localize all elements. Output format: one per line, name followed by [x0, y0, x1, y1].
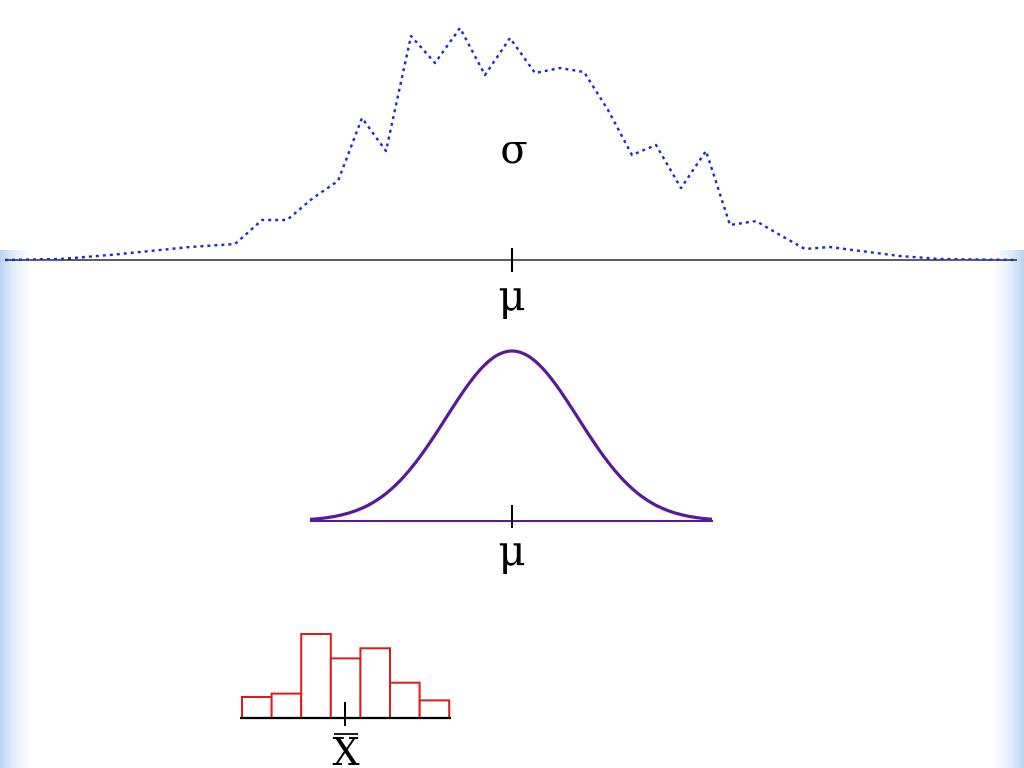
histogram-bar — [418, 699, 451, 720]
right-edge-glow — [994, 250, 1024, 768]
histogram-bar — [241, 696, 273, 719]
population-sigma-label: σ — [500, 127, 527, 173]
histogram-bar — [300, 633, 332, 719]
histogram-bar — [389, 681, 421, 720]
population-mu-label: μ — [498, 271, 525, 320]
sample-mean-label: X — [332, 730, 359, 768]
histogram-bar — [270, 692, 303, 719]
histogram-bar — [359, 647, 391, 719]
sample-histogram — [241, 633, 451, 720]
left-edge-glow — [0, 250, 30, 768]
sampling-mu-label: μ — [498, 526, 525, 575]
sampling-distribution-curve — [309, 349, 713, 522]
